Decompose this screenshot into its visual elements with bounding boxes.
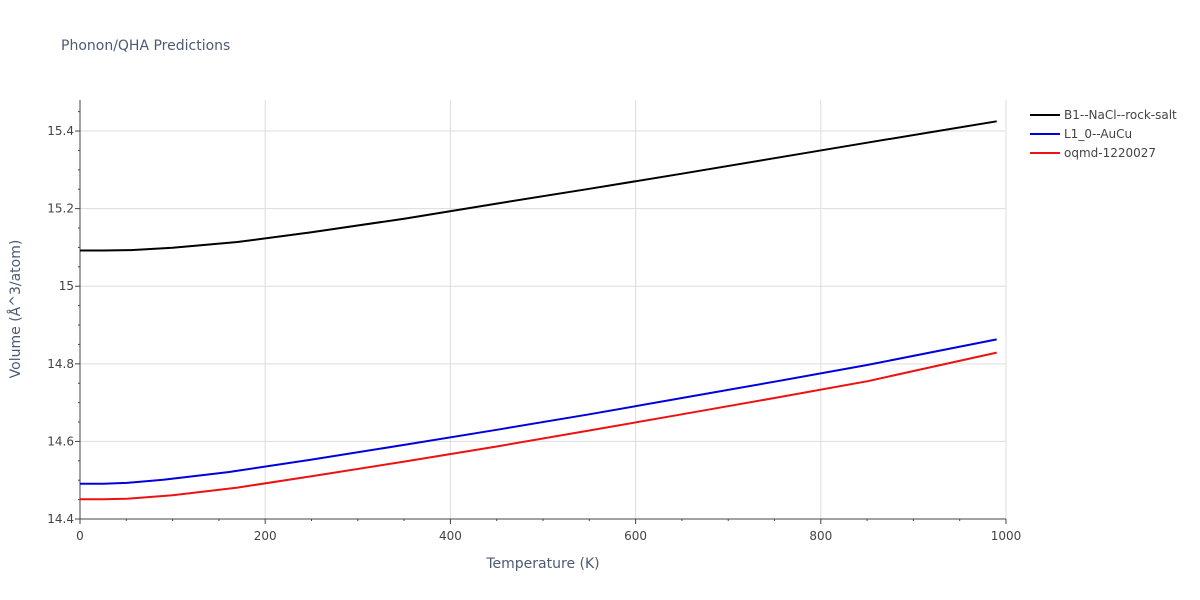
- grid: [80, 100, 1007, 519]
- x-tick-label: 1000: [991, 529, 1022, 543]
- y-tick-label: 15.4: [47, 124, 74, 138]
- x-tick-labels: 0 200 400 600 800 1000: [76, 529, 1021, 543]
- chart-title: Phonon/QHA Predictions: [61, 38, 230, 54]
- legend-label: B1--NaCl--rock-salt: [1064, 108, 1177, 122]
- series-line-0: [80, 120, 997, 252]
- x-tick-label: 0: [76, 529, 84, 543]
- y-tick-label: 14.8: [47, 357, 74, 371]
- y-tick-label: 14.6: [47, 434, 74, 448]
- legend-item[interactable]: L1_0--AuCu: [1030, 127, 1132, 141]
- y-tick-label: 15: [59, 279, 74, 293]
- x-axis-title: Temperature (K): [485, 556, 599, 572]
- y-tick-label: 14.4: [47, 512, 74, 526]
- legend-label: L1_0--AuCu: [1064, 127, 1132, 141]
- x-tick-label: 800: [809, 529, 832, 543]
- series-layer: [80, 120, 997, 501]
- legend[interactable]: B1--NaCl--rock-salt L1_0--AuCu oqmd-122002…: [1030, 108, 1177, 160]
- x-tick-label: 600: [624, 529, 647, 543]
- y-tick-labels: 14.4 14.6 14.8 15 15.2 15.4: [47, 124, 74, 526]
- legend-label: oqmd-1220027: [1064, 146, 1156, 160]
- x-tick-label: 200: [254, 529, 277, 543]
- y-tick-label: 15.2: [47, 202, 74, 216]
- legend-item[interactable]: B1--NaCl--rock-salt: [1030, 108, 1177, 122]
- series-line-1: [80, 338, 997, 485]
- axes: [75, 100, 1007, 524]
- series-line-2: [80, 351, 997, 501]
- y-axis-title: Volume (Å^3/atom): [7, 240, 24, 379]
- x-tick-label: 400: [439, 529, 462, 543]
- legend-item[interactable]: oqmd-1220027: [1030, 146, 1156, 160]
